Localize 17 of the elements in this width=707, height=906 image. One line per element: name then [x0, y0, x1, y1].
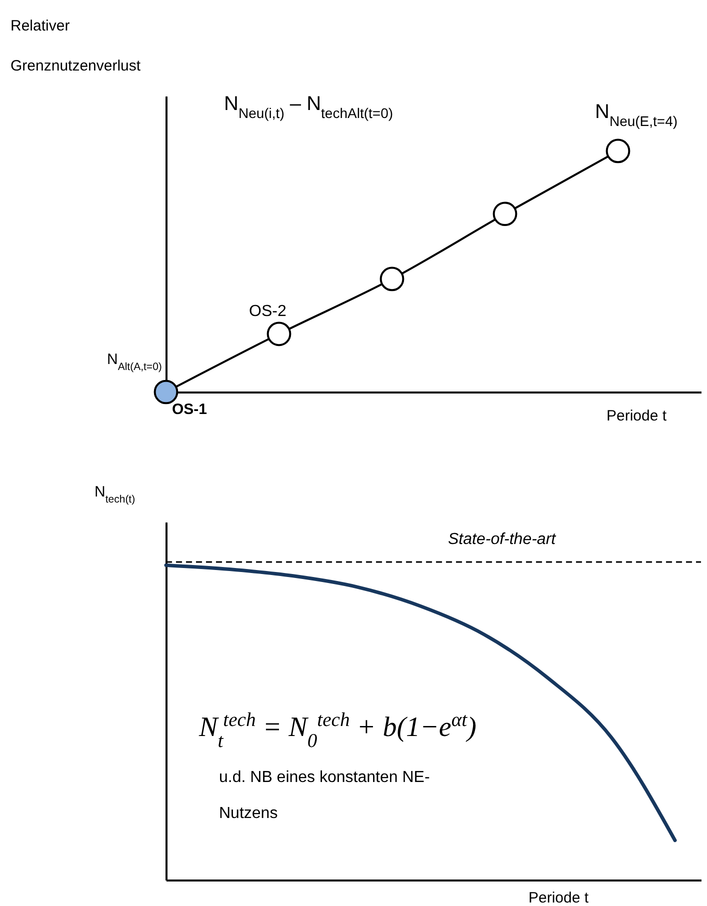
- annotation: OS-2: [249, 303, 286, 320]
- text: N$_{Alt(A,t=0)}$: [107, 351, 162, 373]
- x-axis-title: Periode t: [528, 890, 590, 906]
- ref-line-label: State-of-the-art: [448, 531, 556, 548]
- x-axis-title: Periode t: [606, 408, 668, 424]
- text: N$_{t}$$^{tech}$ = N$_{0}$$^{tech}$ + b(1−e$^{αt}$): [199, 710, 476, 752]
- point: [492, 202, 518, 226]
- text: N$_{Neu(i,t)}$ – N$_{techAlt(t=0)}$: [224, 93, 394, 121]
- annotation: u.d. NB eines konstanten NE-Nutzens: [219, 769, 430, 822]
- point: [266, 322, 292, 346]
- point: [606, 138, 630, 164]
- point: [380, 266, 404, 292]
- text: N$_{Neu(E,t=4)}$: [595, 101, 678, 129]
- point: [154, 380, 178, 404]
- y-axis-title: N$_{tech(t)}$: [94, 484, 136, 506]
- text: OS-1: [172, 401, 208, 418]
- text: Relativer Grenznutzenverlust: [10, 18, 141, 74]
